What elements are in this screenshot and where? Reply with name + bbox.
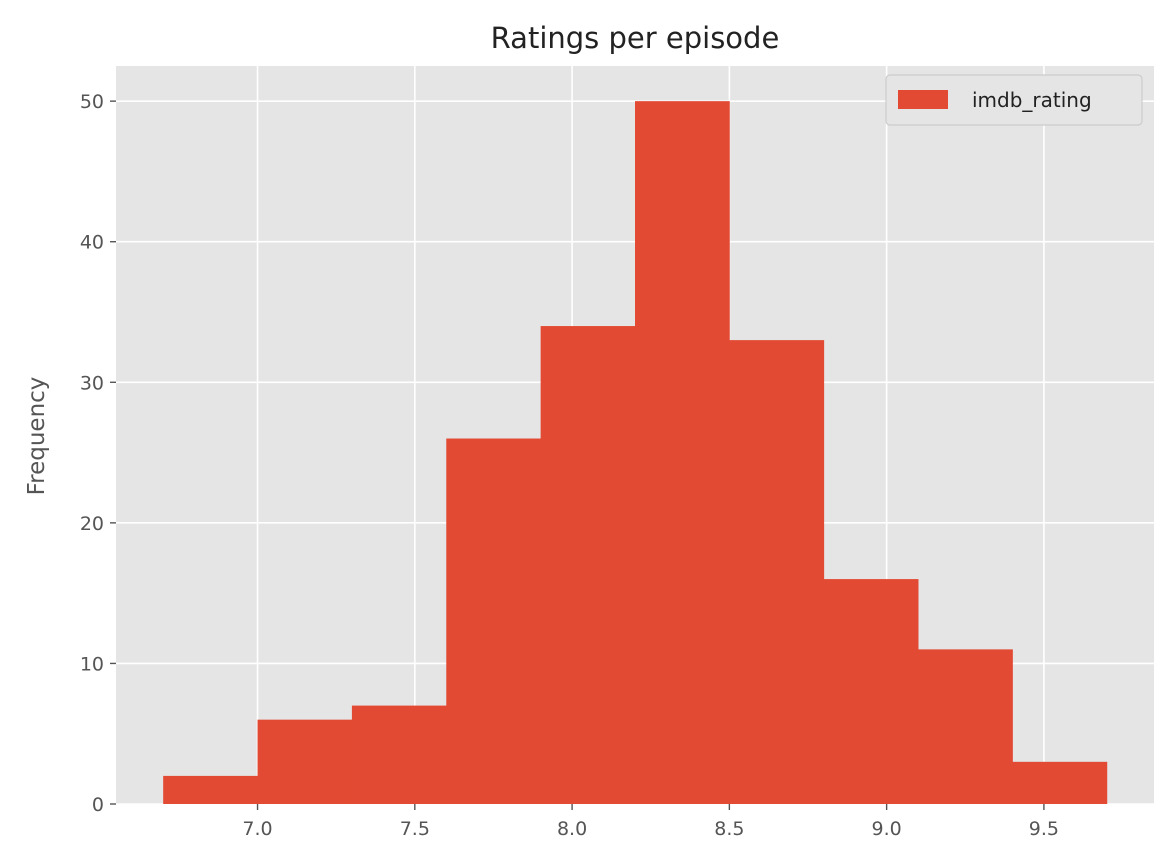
histogram-bar: [540, 326, 636, 804]
x-tick-label: 8.5: [714, 818, 744, 840]
y-tick-label: 0: [92, 794, 104, 816]
y-axis-label: Frequency: [24, 377, 50, 496]
y-tick-label: 50: [80, 91, 104, 113]
legend-box: [885, 74, 1143, 126]
bars: [163, 101, 1108, 804]
histogram-bar: [729, 340, 825, 804]
histogram-bar: [163, 775, 258, 804]
x-tick-label: 9.0: [872, 818, 902, 840]
y-tick-label: 10: [80, 653, 104, 675]
histogram-bar: [918, 649, 1013, 804]
histogram-bar: [257, 719, 353, 804]
legend-label: imdb_rating: [972, 88, 1092, 112]
y-tick-label: 30: [80, 372, 104, 394]
histogram-bar: [635, 101, 730, 804]
y-tick-label: 40: [80, 232, 104, 254]
y-axis-ticks: 0 10 20 30 40 50: [80, 91, 116, 816]
legend: imdb_rating: [885, 74, 1143, 126]
x-tick-label: 7.0: [242, 818, 272, 840]
x-tick-label: 7.5: [400, 818, 430, 840]
x-axis-ticks: 7.0 7.5 8.0 8.5 9.0 9.5: [242, 804, 1059, 840]
histogram-bar: [1012, 761, 1108, 804]
histogram-bar: [823, 579, 919, 804]
histogram-bar: [446, 438, 542, 804]
x-tick-label: 9.5: [1029, 818, 1059, 840]
histogram-bar: [351, 705, 447, 804]
x-tick-label: 8.0: [557, 818, 587, 840]
y-tick-label: 20: [80, 513, 104, 535]
chart-title: Ratings per episode: [491, 21, 780, 55]
legend-swatch: [898, 90, 948, 109]
